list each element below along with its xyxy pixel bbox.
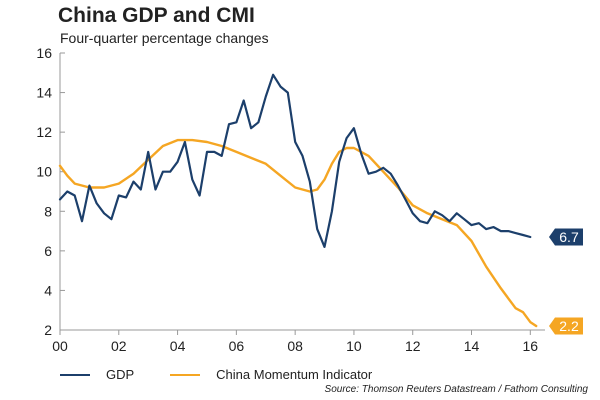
x-tick-label: 12 xyxy=(405,338,421,354)
legend-swatch-cmi xyxy=(170,373,201,376)
x-tick-label: 10 xyxy=(346,338,362,354)
y-tick-label: 12 xyxy=(36,124,52,140)
chart-subtitle: Four-quarter percentage changes xyxy=(60,30,269,46)
y-tick-label: 14 xyxy=(36,85,52,101)
y-tick-label: 16 xyxy=(36,45,52,61)
x-tick-label: 14 xyxy=(464,338,480,354)
y-tick-label: 8 xyxy=(44,203,52,219)
x-tick-label: 08 xyxy=(287,338,303,354)
y-tick-label: 10 xyxy=(36,164,52,180)
cmi-end-tag xyxy=(549,317,583,335)
legend-swatch-gdp xyxy=(60,373,90,376)
cmi-series-line xyxy=(58,138,538,328)
x-tick-label: 02 xyxy=(111,338,127,354)
source-note: Source: Thomson Reuters Datastream / Fat… xyxy=(324,384,588,395)
legend-item-gdp: GDP xyxy=(60,367,134,382)
cmi-end-value: 2.2 xyxy=(559,318,579,334)
legend-label-gdp: GDP xyxy=(106,367,135,382)
gdp-end-value: 6.7 xyxy=(559,229,579,245)
y-tick-label: 6 xyxy=(44,243,52,259)
chart-legend: GDP China Momentum Indicator xyxy=(60,367,408,382)
gdp-end-tag xyxy=(549,228,583,246)
legend-label-cmi: China Momentum Indicator xyxy=(216,367,373,382)
y-tick-label: 2 xyxy=(44,322,52,338)
x-tick-label: 16 xyxy=(523,338,539,354)
x-tick-label: 00 xyxy=(52,338,68,354)
y-tick-label: 4 xyxy=(44,282,52,298)
x-tick-label: 06 xyxy=(229,338,245,354)
chart-title: China GDP and CMI xyxy=(58,4,255,27)
gdp-series-line xyxy=(58,73,532,248)
x-tick-label: 04 xyxy=(170,338,186,354)
legend-item-cmi: China Momentum Indicator xyxy=(170,367,372,382)
